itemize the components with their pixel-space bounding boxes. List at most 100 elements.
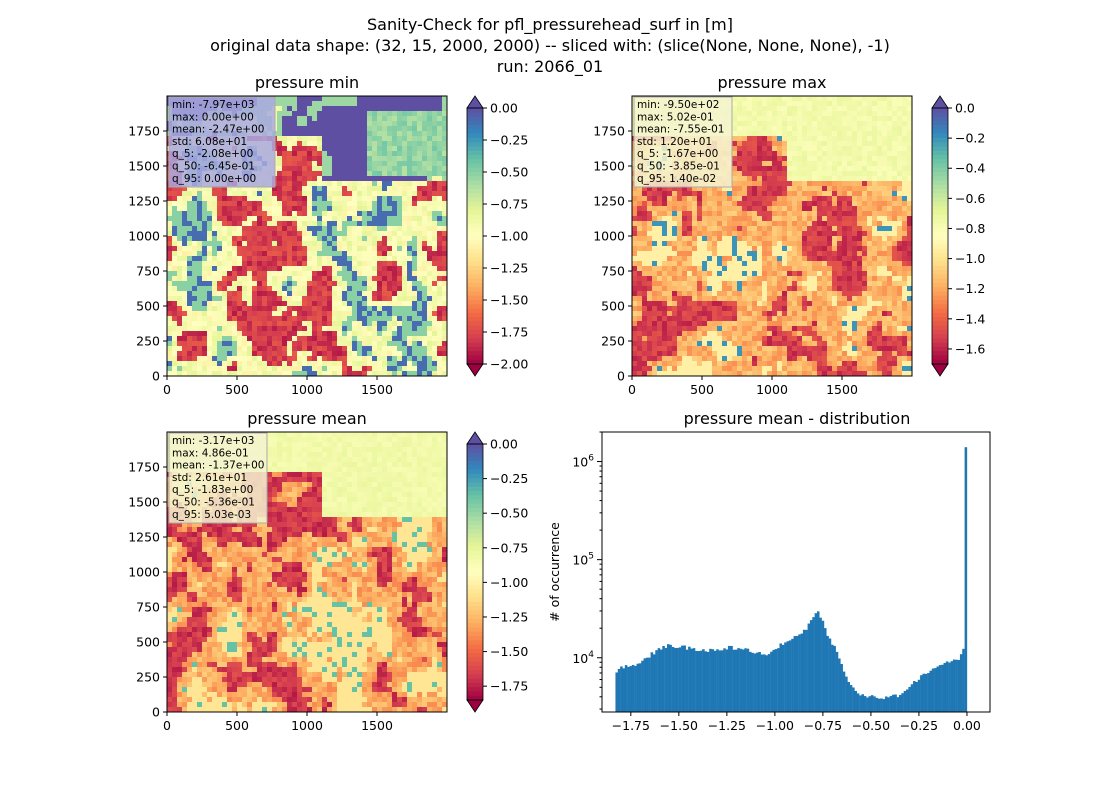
heatmap-cell (327, 271, 333, 277)
heatmap-cell (817, 136, 823, 142)
heatmap-cell (277, 276, 283, 282)
heatmap-cell (842, 171, 848, 177)
heatmap-cell (242, 251, 248, 257)
heatmap-cell (867, 146, 873, 152)
heatmap-cell (882, 216, 888, 222)
heatmap-cell (257, 206, 263, 212)
heatmap-cell (792, 191, 798, 197)
heatmap-cell (347, 121, 353, 127)
heatmap-cell (417, 341, 423, 347)
heatmap-cell (197, 361, 203, 367)
heatmap-cell (252, 266, 258, 272)
heatmap-cell (242, 261, 248, 267)
heatmap-cell (687, 196, 693, 202)
heatmap-cell (252, 291, 258, 297)
heatmap-cell (767, 171, 773, 177)
heatmap-cell (367, 216, 373, 222)
heatmap-cell (822, 141, 828, 147)
heatmap-cell (827, 161, 833, 167)
heatmap-cell (222, 211, 228, 217)
heatmap-cell (822, 241, 828, 247)
heatmap-cell (757, 131, 763, 137)
heatmap-cell (342, 246, 348, 252)
heatmap-cell (377, 276, 383, 282)
heatmap-cell (777, 221, 783, 227)
heatmap-cell (347, 181, 353, 187)
heatmap-cell (242, 226, 248, 232)
heatmap-cell (442, 316, 448, 322)
heatmap-cell (397, 231, 403, 237)
heatmap-cell (867, 171, 873, 177)
heatmap-cell (437, 321, 443, 327)
heatmap-cell (872, 231, 878, 237)
heatmap-cell (822, 206, 828, 212)
heatmap-cell (392, 301, 398, 307)
heatmap-cell (247, 366, 253, 372)
heatmap-cell (687, 221, 693, 227)
heatmap-cell (752, 241, 758, 247)
heatmap-cell (177, 331, 183, 337)
heatmap-cell (782, 96, 788, 102)
heatmap-cell (872, 151, 878, 157)
heatmap-pressure-max: pressure max 0 500 1000 1500 02505007501000… (593, 73, 985, 397)
heatmap-cell (412, 246, 418, 252)
heatmap-cell (902, 196, 908, 202)
heatmap-cell (357, 176, 363, 182)
heatmap-cell (317, 206, 323, 212)
heatmap-cell (427, 341, 433, 347)
heatmap-cell (837, 106, 843, 112)
heatmap-cell (327, 291, 333, 297)
heatmap-cell (282, 306, 288, 312)
heatmap-cell (332, 216, 338, 222)
heatmap-cell (402, 251, 408, 257)
heatmap-cell (192, 286, 198, 292)
heatmap-cell (907, 151, 913, 157)
heatmap-cell (352, 341, 358, 347)
heatmap-cell (427, 246, 433, 252)
heatmap-cell (312, 201, 318, 207)
heatmap-cell (907, 106, 913, 112)
heatmap-cell (677, 211, 683, 217)
heatmap-cell (902, 151, 908, 157)
heatmap-cell (367, 246, 373, 252)
heatmap-cell (817, 196, 823, 202)
heatmap-cell (392, 176, 398, 182)
heatmap-cell (812, 146, 818, 152)
heatmap-cell (272, 226, 278, 232)
heatmap-cell (377, 231, 383, 237)
heatmap-cell (247, 216, 253, 222)
heatmap-cell (432, 136, 438, 142)
heatmap-cell (387, 206, 393, 212)
heatmap-cell (787, 146, 793, 152)
heatmap-cell (322, 176, 328, 182)
heatmap-cell (772, 136, 778, 142)
heatmap-cell (817, 221, 823, 227)
heatmap-cell (382, 116, 388, 122)
heatmap-cell (702, 216, 708, 222)
heatmap-cell (402, 316, 408, 322)
heatmap-cell (322, 261, 328, 267)
heatmap-cell (192, 251, 198, 257)
heatmap-cell (857, 136, 863, 142)
heatmap-cell (877, 176, 883, 182)
heatmap-cell (792, 121, 798, 127)
heatmap-cell (432, 216, 438, 222)
heatmap-cell (417, 321, 423, 327)
heatmap-cell (312, 216, 318, 222)
heatmap-cell (832, 201, 838, 207)
heatmap-cell (377, 151, 383, 157)
heatmap-cell (322, 111, 328, 117)
heatmap-cell (907, 241, 913, 247)
heatmap-cell (417, 246, 423, 252)
heatmap-cell (397, 346, 403, 352)
heatmap-cell (652, 231, 658, 237)
heatmap-cell (387, 111, 393, 117)
heatmap-cell (807, 201, 813, 207)
heatmap-cell (347, 371, 353, 377)
heatmap-cell (337, 206, 343, 212)
heatmap-cell (662, 196, 668, 202)
heatmap-cell (897, 216, 903, 222)
heatmap-cell (427, 181, 433, 187)
heatmap-cell (302, 221, 308, 227)
heatmap-cell (877, 211, 883, 217)
